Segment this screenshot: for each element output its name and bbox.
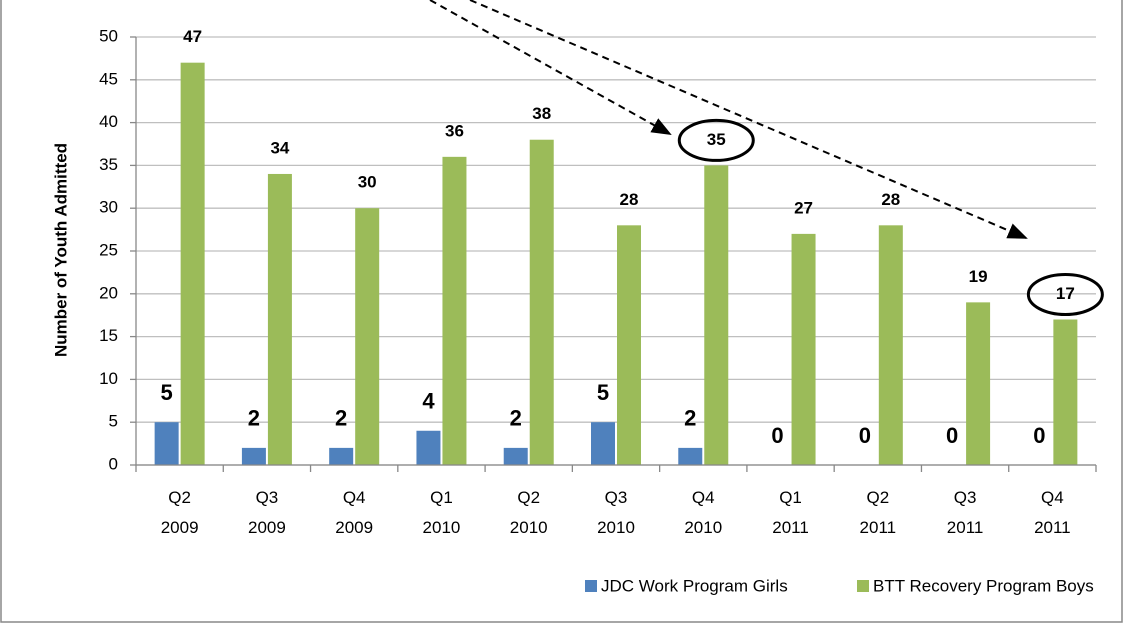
x-tick-label: Q1 2010 xyxy=(422,488,461,537)
annotation-arrow xyxy=(429,0,672,135)
bar xyxy=(355,208,380,465)
bar xyxy=(617,225,641,465)
data-label: 28 xyxy=(881,190,900,209)
data-label: 38 xyxy=(532,104,551,123)
data-label: 47 xyxy=(183,27,202,46)
y-tick-label: 50 xyxy=(99,26,118,45)
bar xyxy=(416,430,441,465)
bar xyxy=(442,156,467,465)
bar xyxy=(966,302,991,465)
data-label: 27 xyxy=(794,198,813,217)
bar xyxy=(154,422,179,465)
data-label: 35 xyxy=(707,130,726,149)
bar xyxy=(180,62,205,466)
bar xyxy=(329,447,354,465)
annotation-circle xyxy=(1026,272,1104,316)
bar xyxy=(704,165,729,465)
x-tick-label: Q2 2011 xyxy=(859,488,897,537)
y-tick-label: 5 xyxy=(109,412,118,431)
y-tick-label: 15 xyxy=(99,326,118,345)
x-tick-label: Q3 2009 xyxy=(247,488,286,537)
x-tick-label: Q4 2009 xyxy=(335,488,374,537)
data-label: 36 xyxy=(445,121,464,140)
data-label: 17 xyxy=(1056,284,1075,303)
data-label: 2 xyxy=(510,406,522,431)
bar xyxy=(678,447,703,465)
annotation-circle xyxy=(677,118,755,162)
data-label: 2 xyxy=(248,406,260,431)
bar xyxy=(878,225,903,465)
data-label: 0 xyxy=(859,423,871,448)
y-tick-label: 10 xyxy=(99,369,118,388)
x-tick-label: Q3 2011 xyxy=(946,488,984,537)
bar xyxy=(267,173,292,465)
y-tick-label: 40 xyxy=(99,112,118,131)
data-label: 0 xyxy=(946,423,958,448)
x-tick-label: Q1 2011 xyxy=(772,488,809,537)
annotation-arrow xyxy=(469,0,1028,239)
bar xyxy=(529,139,554,465)
y-axis-label: Number of Youth Admitted xyxy=(51,143,70,357)
bar xyxy=(791,233,816,465)
data-label: 5 xyxy=(161,380,173,405)
data-label: 5 xyxy=(597,380,609,405)
data-label: 0 xyxy=(771,423,783,448)
x-tick-label: Q2 2010 xyxy=(509,488,548,537)
data-label: 30 xyxy=(358,173,377,192)
bar xyxy=(503,447,528,465)
legend-label: JDC Work Program Girls xyxy=(601,576,788,595)
data-label: 0 xyxy=(1033,423,1045,448)
y-tick-label: 35 xyxy=(99,155,118,174)
data-label: 2 xyxy=(684,406,696,431)
data-label: 28 xyxy=(620,190,639,209)
legend-label: BTT Recovery Program Boys xyxy=(873,576,1094,595)
y-tick-label: 0 xyxy=(109,454,118,473)
data-label: 19 xyxy=(969,267,988,286)
y-tick-label: 25 xyxy=(99,240,118,259)
y-tick-label: 30 xyxy=(99,198,118,217)
bar xyxy=(241,447,266,465)
data-label: 2 xyxy=(335,406,347,431)
data-label: 34 xyxy=(270,138,289,157)
legend-swatch xyxy=(585,580,597,592)
data-label: 4 xyxy=(422,389,435,414)
legend-swatch xyxy=(857,580,869,592)
bar xyxy=(591,422,615,465)
bar xyxy=(1053,319,1078,465)
x-tick-label: Q4 2011 xyxy=(1034,488,1071,537)
y-tick-label: 20 xyxy=(99,283,118,302)
x-tick-label: Q4 2010 xyxy=(684,488,723,537)
y-tick-label: 45 xyxy=(99,69,118,88)
x-tick-label: Q3 2010 xyxy=(597,488,635,537)
x-tick-label: Q2 2009 xyxy=(160,488,199,537)
